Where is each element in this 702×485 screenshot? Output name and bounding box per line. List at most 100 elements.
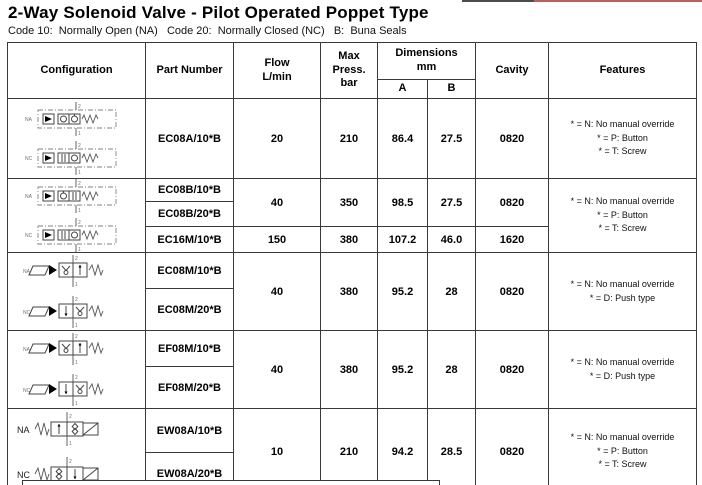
features-cell: * = N: No manual override * = D: Push ty…: [548, 252, 697, 331]
dim-a-cell: 95.2: [377, 252, 428, 331]
svg-text:1: 1: [75, 360, 78, 366]
svg-text:2: 2: [75, 334, 78, 340]
press-cell: 380: [320, 252, 378, 331]
part-number-cell: EC16M/10*B: [145, 226, 234, 253]
svg-text:2: 2: [69, 459, 72, 465]
svg-text:NA: NA: [25, 194, 33, 200]
svg-text:2: 2: [78, 104, 81, 110]
flow-cell: 40: [233, 178, 321, 227]
part-number-cell: EC08B/20*B: [145, 201, 234, 227]
svg-text:NA: NA: [25, 117, 33, 123]
svg-text:2: 2: [78, 143, 81, 149]
table-row: NA 2 1 NC: [7, 407, 697, 485]
col-header-cavity: Cavity: [475, 42, 549, 99]
flow-cell: 40: [233, 330, 321, 409]
table-row: EW08A/20*B: [8, 452, 697, 485]
svg-text:2: 2: [75, 375, 78, 381]
svg-text:1: 1: [75, 323, 78, 329]
part-number-cell: EW08A/10*B: [145, 407, 234, 454]
dim-a-cell: 107.2: [377, 226, 428, 253]
press-cell: 380: [320, 330, 378, 409]
svg-text:NC: NC: [23, 310, 31, 316]
flow-cell: 40: [233, 252, 321, 331]
dim-b-cell: 46.0: [427, 226, 476, 253]
col-header-features: Features: [548, 42, 697, 99]
features-cell: * = N: No manual override * = P: Button …: [548, 178, 697, 253]
features-cell: * = N: No manual override * = P: Button …: [548, 98, 697, 179]
valve-spec-table: Configuration Part Number Flow L/min Max…: [7, 42, 697, 485]
svg-text:NC: NC: [17, 470, 30, 480]
features-cell: * = N: No manual override * = D: Push ty…: [548, 330, 697, 409]
svg-text:1: 1: [75, 401, 78, 407]
col-header-flow: Flow L/min: [233, 42, 321, 99]
solenoid-valve-symbol-nc-icon: NC 2 1: [23, 296, 103, 329]
page-title: 2-Way Solenoid Valve - Pilot Operated Po…: [8, 3, 429, 22]
part-number-cell: EC08A/10*B: [145, 98, 234, 179]
svg-text:1: 1: [78, 170, 81, 175]
window-top-edge-dark: [462, 0, 534, 2]
svg-text:NA: NA: [17, 425, 30, 435]
svg-text:NA: NA: [23, 269, 31, 275]
dim-b-cell: 27.5: [427, 178, 476, 227]
table-row: NA 2 1 NC: [7, 329, 697, 409]
part-number-cell: EC08M/20*B: [145, 288, 234, 331]
svg-text:2: 2: [78, 181, 81, 187]
svg-text:NC: NC: [23, 388, 31, 394]
svg-text:NC: NC: [25, 156, 33, 162]
svg-text:2: 2: [69, 414, 72, 420]
part-number-cell: EC08B/10*B: [145, 178, 234, 202]
flow-cell: 10: [233, 408, 321, 485]
col-header-dim-b: B: [427, 79, 476, 99]
press-cell: 210: [320, 98, 378, 179]
cavity-cell: 0820: [475, 330, 549, 409]
features-cell: * = N: No manual override * = P: Button …: [548, 408, 697, 485]
col-header-dim-a: A: [377, 79, 428, 99]
dim-a-cell: 95.2: [377, 330, 428, 409]
svg-text:NC: NC: [25, 233, 33, 239]
cavity-cell: 0820: [475, 252, 549, 331]
dim-b-cell: 28: [427, 330, 476, 409]
solenoid-valve-symbol-nc-icon: NC 2 1: [25, 218, 116, 252]
svg-text:1: 1: [69, 441, 72, 447]
cavity-cell: 0820: [475, 178, 549, 227]
flow-cell: 20: [233, 98, 321, 179]
solenoid-valve-symbol-na-icon: NA 2 1: [23, 333, 103, 366]
svg-text:1: 1: [78, 247, 81, 252]
table-row: NA 2 1 NC 2: [7, 98, 697, 179]
configuration-cell: NA 2 1 NC: [7, 408, 146, 485]
dim-b-cell: 27.5: [427, 98, 476, 179]
press-cell: 350: [320, 178, 378, 227]
dim-a-cell: 94.2: [377, 408, 428, 485]
dim-b-cell: 28.5: [427, 408, 476, 485]
cavity-cell: 1620: [475, 226, 549, 253]
svg-text:2: 2: [78, 220, 81, 226]
configuration-cell: NA 2 1 NC: [7, 252, 146, 331]
col-header-part-number: Part Number: [145, 42, 234, 99]
cavity-cell: 0820: [475, 98, 549, 179]
solenoid-valve-symbol-na-icon: NA 2 1: [25, 102, 116, 136]
svg-text:1: 1: [78, 131, 81, 136]
solenoid-valve-symbol-na-icon: NA 2 1: [17, 412, 98, 447]
configuration-cell: NA 2 1 NC 2: [7, 98, 146, 179]
col-header-configuration: Configuration: [7, 42, 146, 99]
press-cell: 380: [320, 226, 378, 253]
cavity-cell: 0820: [475, 408, 549, 485]
dim-a-cell: 98.5: [377, 178, 428, 227]
next-section-box-partial: [22, 480, 440, 485]
part-number-cell: EC08M/10*B: [145, 251, 234, 290]
solenoid-valve-symbol-na-icon: NA 2 1: [25, 179, 116, 213]
press-cell: 210: [320, 408, 378, 485]
table-row: NA 2 1 NC: [7, 251, 697, 331]
svg-text:NA: NA: [23, 347, 31, 353]
window-top-edge-red: [534, 0, 702, 2]
solenoid-valve-symbol-na-icon: NA 2 1: [23, 255, 103, 288]
page-subtitle: Code 10: Normally Open (NA) Code 20: Nor…: [8, 25, 407, 37]
part-number-cell: EF08M/10*B: [145, 329, 234, 368]
solenoid-valve-symbol-nc-icon: NC 2 1: [25, 141, 116, 175]
svg-text:1: 1: [78, 208, 81, 213]
col-header-dimensions: Dimensions mm: [377, 42, 476, 80]
part-number-cell: EF08M/20*B: [145, 366, 234, 409]
table-row: EC08B/20*B: [8, 201, 697, 227]
header-row-2: A B: [8, 79, 697, 99]
